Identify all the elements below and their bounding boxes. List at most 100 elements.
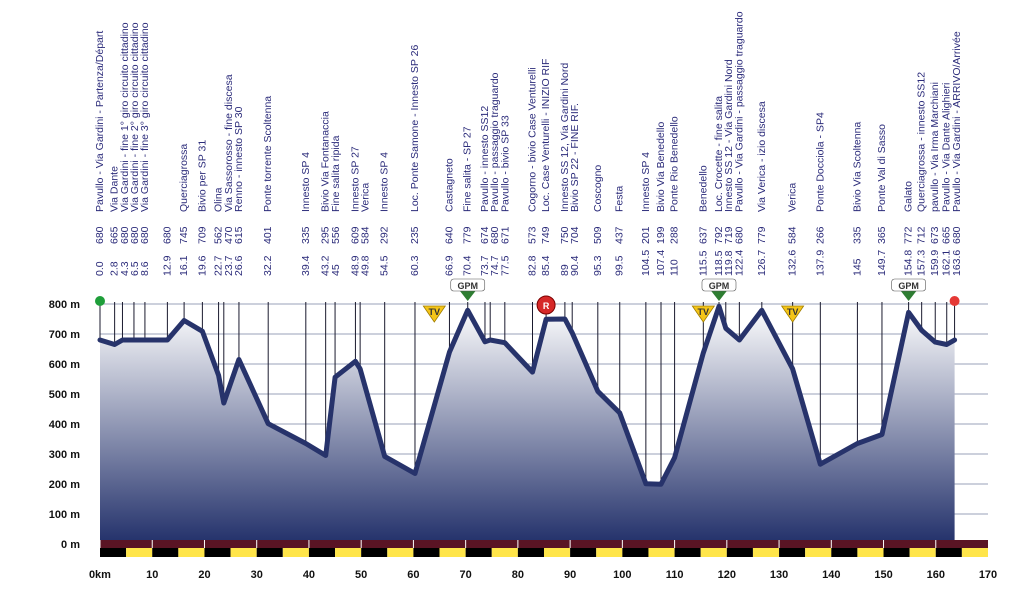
- waypoint-name: Via Dante: [109, 166, 121, 212]
- waypoint-km: 2.8: [109, 261, 121, 276]
- waypoint-altitude: 673: [929, 226, 941, 244]
- waypoint-km: 154.8: [903, 250, 915, 276]
- tv-badge: TV: [422, 305, 447, 323]
- waypoint-km: 126.7: [756, 250, 768, 276]
- tv-badge: TV: [691, 305, 716, 323]
- waypoint-altitude: 719: [723, 226, 735, 244]
- waypoint-km: 6.5: [129, 261, 141, 276]
- y-tick-label: 800 m: [49, 299, 80, 311]
- waypoint-name: Via Verica - izio discesa: [756, 101, 768, 212]
- waypoint-name: Querciagrossa: [178, 144, 190, 212]
- bar-km-segment: [909, 548, 936, 557]
- waypoint-altitude: 470: [223, 226, 235, 244]
- x-tick-label: 160: [927, 569, 945, 581]
- bar-km-segment: [883, 548, 910, 557]
- waypoint-km: 43.2: [320, 255, 332, 276]
- waypoint-altitude: 772: [903, 226, 915, 244]
- waypoint-km: 107.4: [655, 250, 667, 276]
- waypoint-name: Ponte Rio Benedello: [669, 116, 681, 212]
- x-tick-label: 70: [460, 569, 472, 581]
- tv-badge: TV: [780, 305, 805, 323]
- waypoint-name: Bivio SP 22 - FINE RIF.: [569, 103, 581, 212]
- r-label: R: [543, 301, 550, 311]
- waypoint-km: 115.5: [697, 250, 709, 276]
- waypoint-km: 137.9: [814, 250, 826, 276]
- bar-top-strip: [100, 540, 988, 548]
- waypoint-km: 70.4: [462, 255, 474, 276]
- waypoint-altitude: 665: [941, 226, 953, 244]
- waypoint-altitude: 745: [178, 226, 190, 244]
- waypoint-name: Pavullo - passaggio traguardo: [489, 72, 501, 212]
- waypoint-altitude: 584: [787, 226, 799, 244]
- waypoint-altitude: 556: [330, 226, 342, 244]
- axes: 0 m 100 m 200 m 300 m 400 m 500 m 600 m 700 m 80…: [49, 299, 997, 581]
- x-tick-label: 30: [251, 569, 263, 581]
- bar-km-segment: [282, 548, 309, 557]
- r-badge: R: [536, 295, 556, 315]
- waypoint-altitude: 562: [213, 226, 225, 244]
- bar-km-segment: [700, 548, 727, 557]
- waypoint-km: 0.0: [94, 261, 106, 276]
- x-tick-label: 60: [407, 569, 419, 581]
- bar-km-segment: [230, 548, 257, 557]
- waypoint-km: 104.5: [640, 250, 652, 276]
- waypoint-altitude: 199: [655, 226, 667, 244]
- gpm-label: GPM: [709, 281, 730, 291]
- bar-km-segment: [648, 548, 675, 557]
- waypoint-name: Pavullo - Via Dante Alighieri: [941, 83, 953, 212]
- badges-layer: TV GPM R TV GPM TV GPM: [95, 278, 960, 323]
- waypoint-altitude: 615: [233, 226, 245, 244]
- waypoint-km: 95.3: [592, 255, 604, 276]
- y-tick-label: 500 m: [49, 389, 80, 401]
- waypoint-altitude: 704: [569, 226, 581, 244]
- bar-km-segment: [204, 548, 231, 557]
- waypoint-altitude: 295: [320, 226, 332, 244]
- waypoint-name: Fine salita - SP 27: [462, 126, 474, 212]
- waypoint-km: 12.9: [161, 255, 173, 276]
- waypoint-altitude: 680: [94, 226, 106, 244]
- waypoint-name: Loc. Crocette - fine salita: [713, 96, 725, 212]
- waypoint-name: Cogorno - bivio Case Venturelli: [527, 67, 539, 212]
- waypoint-name: Pavullo - innesto SS12: [479, 106, 491, 212]
- waypoint-km: 60.3: [409, 255, 421, 276]
- waypoint-km: 99.5: [614, 255, 626, 276]
- waypoint-name: Innesto SP 27: [349, 146, 361, 212]
- waypoint-km: 49.8: [360, 255, 372, 276]
- waypoint-km: 66.9: [443, 255, 455, 276]
- waypoint-altitude: 292: [379, 226, 391, 244]
- waypoint-km: 149.7: [876, 250, 888, 276]
- y-tick-label: 400 m: [49, 419, 80, 431]
- waypoint-km: 74.7: [489, 255, 501, 276]
- waypoint-km: 54.5: [379, 255, 391, 276]
- elevation-area: [100, 306, 955, 544]
- waypoint-altitude: 680: [161, 226, 173, 244]
- waypoint-km: 159.9: [929, 250, 941, 276]
- y-tick-label: 700 m: [49, 329, 80, 341]
- x-tick-label: 150: [874, 569, 892, 581]
- y-tick-label: 200 m: [49, 479, 80, 491]
- waypoint-altitude: 749: [540, 226, 552, 244]
- bar-km-segment: [126, 548, 153, 557]
- waypoint-km: 48.9: [349, 255, 361, 276]
- finish-marker: [949, 296, 960, 306]
- bar-km-segment: [387, 548, 414, 557]
- profile-area-layer: [100, 306, 955, 544]
- y-tick-label: 0 m: [61, 539, 80, 551]
- tv-label: TV: [698, 307, 710, 317]
- waypoint-altitude: 266: [814, 226, 826, 244]
- gpm-badge: GPM: [701, 278, 737, 301]
- waypoint-km: 132.6: [787, 250, 799, 276]
- bar-km-segment: [308, 548, 336, 557]
- waypoint-name: Bivio Via Fontanaccia: [320, 111, 332, 212]
- bar-km-segment: [570, 548, 597, 557]
- profile-line-layer: [97, 303, 958, 487]
- x-tick-label: 0: [89, 569, 95, 581]
- bar-km-segment: [752, 548, 780, 557]
- waypoint-name: Festa: [614, 186, 626, 212]
- gpm-label-box: [891, 278, 926, 292]
- waypoint-km: 110: [669, 259, 681, 276]
- waypoint-name: Bivio Via Scoltenna: [851, 122, 863, 212]
- tv-label: TV: [429, 307, 441, 317]
- x-tick-label: 10: [146, 569, 158, 581]
- waypoint-altitude: 509: [592, 226, 604, 244]
